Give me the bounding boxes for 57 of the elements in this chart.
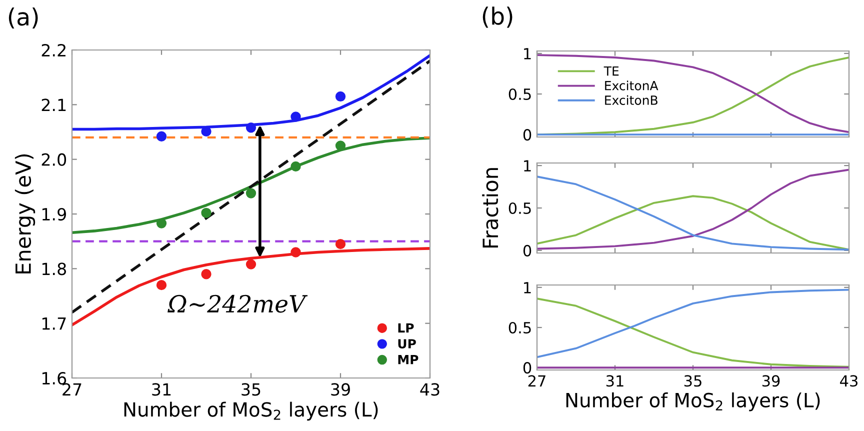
point (290, 247, 301, 258)
y-tick-label: 1 (524, 160, 531, 172)
legend-label: LP (398, 323, 414, 332)
point (156, 131, 167, 142)
y-tick-label: 1.7 (42, 318, 66, 330)
y-tick-label: 2.0 (42, 153, 66, 166)
chart-title: (b) (482, 6, 512, 28)
x-tick-label: 35 (684, 375, 702, 387)
x-axis-title: Number of MoS$_{2}$ layers (L) (124, 402, 378, 421)
point (156, 218, 167, 228)
point (335, 91, 346, 102)
x-axis-title: Number of MoS$_{2}$ layers (L) (566, 392, 820, 412)
legend-label: UP (398, 339, 416, 348)
x-tick-label: 31 (606, 375, 624, 387)
y-tick-label: 1.9 (42, 208, 66, 221)
y-tick-label: 2.1 (42, 98, 66, 111)
line-series (537, 195, 849, 251)
line-series (537, 298, 849, 368)
x-tick-label: 27 (528, 375, 546, 386)
line-series (537, 288, 849, 358)
chart-title: (a) (8, 7, 38, 29)
point (246, 259, 256, 270)
point (335, 238, 346, 250)
point (290, 112, 301, 122)
legend-label: ExcitonA (605, 80, 658, 90)
annotation: Ω~242meV (168, 294, 308, 313)
y-axis-title: Fraction (482, 168, 498, 248)
point (290, 161, 301, 172)
y-tick-label: 0 (523, 362, 532, 374)
line-series (72, 136, 430, 234)
x-tick-label: 27 (62, 383, 82, 396)
point (246, 188, 256, 198)
x-tick-label: 35 (242, 383, 260, 396)
legend-label: ExcitonB (605, 95, 658, 105)
point (246, 122, 256, 133)
y-tick-label: 2.2 (42, 44, 66, 56)
y-tick-label: 1 (524, 282, 531, 294)
y-tick-label: 0.5 (508, 202, 531, 214)
point (201, 208, 212, 218)
point (335, 140, 346, 151)
y-tick-label: 0 (523, 244, 532, 256)
x-tick-label: 39 (331, 383, 350, 396)
legend-label: TE (604, 66, 619, 76)
y-tick-label: 1.6 (42, 372, 66, 385)
y-axis-title: Energy (eV) (14, 154, 36, 274)
y-tick-label: 0.5 (508, 322, 531, 334)
y-tick-label: 0 (523, 129, 532, 141)
point (156, 280, 167, 290)
y-tick-label: 0.5 (508, 88, 531, 100)
y-tick-label: 1 (524, 48, 531, 60)
x-tick-label: 43 (840, 375, 858, 387)
x-tick-label: 31 (152, 383, 171, 396)
x-tick-label: 43 (420, 383, 440, 396)
y-tick-label: 1.8 (42, 262, 66, 276)
x-tick-label: 39 (762, 375, 780, 387)
point (201, 269, 212, 280)
legend-label: MP (398, 355, 418, 364)
